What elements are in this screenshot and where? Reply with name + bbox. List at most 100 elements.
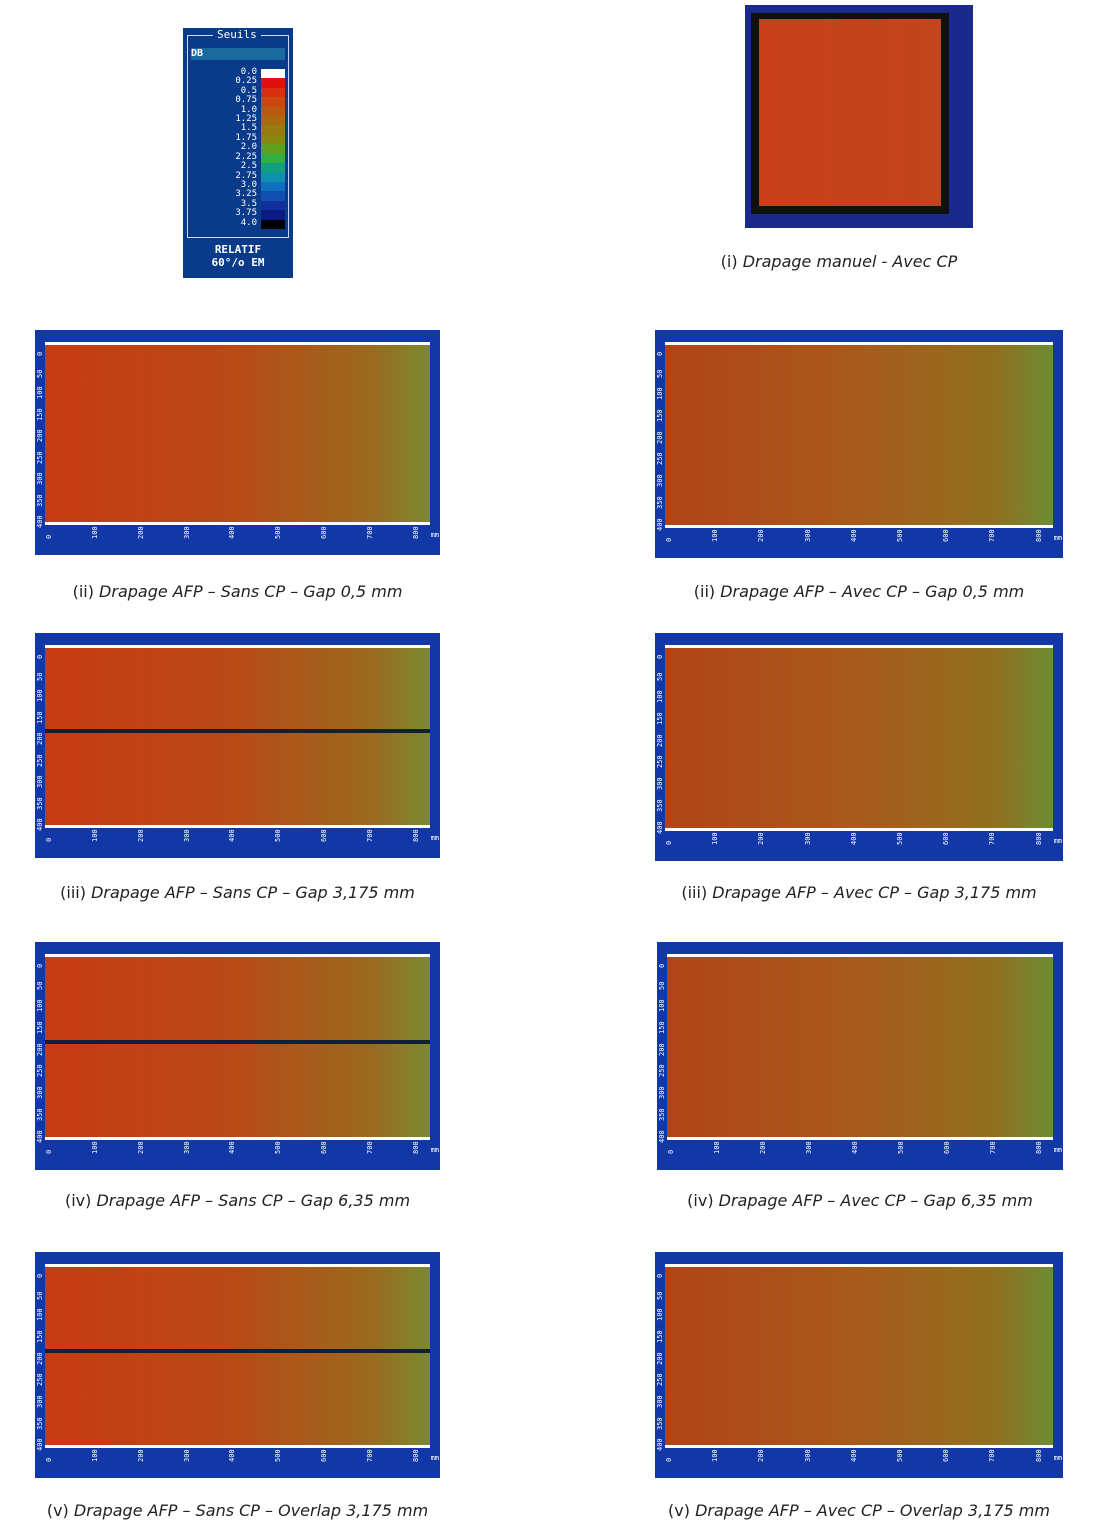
y-tick-label: 200 — [36, 1042, 44, 1056]
legend-value: 4.0 — [240, 217, 257, 228]
y-tick-label: 100 — [656, 387, 664, 400]
x-tick-label: 0 — [45, 837, 53, 842]
x-tick-label: 500 — [274, 1141, 283, 1154]
x-axis-unit: mm — [430, 531, 439, 539]
x-tick-label: 800 — [411, 1449, 420, 1462]
x-axis-unit: mm — [1053, 837, 1062, 845]
y-tick-label: 250 — [656, 452, 664, 466]
y-tick-label: 150 — [36, 407, 44, 421]
y-tick-label: 400 — [36, 1130, 44, 1144]
y-tick-label: 0 — [36, 963, 44, 968]
y-tick-label: 0 — [36, 1273, 44, 1278]
y-tick-label: 350 — [36, 1108, 44, 1122]
x-tick-label: 300 — [804, 1141, 813, 1154]
scan-image-area — [45, 1264, 430, 1448]
caption-text: Drapage manuel - Avec CP — [742, 252, 958, 271]
legend-value: 1.25 — [235, 114, 257, 125]
legend-value: 3.25 — [235, 189, 257, 200]
x-tick-label: 100 — [711, 832, 720, 845]
x-tick-label: 200 — [757, 832, 766, 845]
legend-value: 3.75 — [235, 208, 257, 219]
y-tick-label: 300 — [656, 474, 664, 488]
x-tick-label: 700 — [988, 832, 997, 845]
y-tick-label: 250 — [36, 1064, 44, 1078]
x-tick-label: 300 — [803, 1449, 812, 1462]
x-tick-label: 200 — [758, 1141, 767, 1154]
scan-image-area — [45, 342, 430, 525]
x-tick-label: 100 — [90, 829, 99, 842]
y-tick-label: 0 — [36, 351, 44, 356]
x-tick-label: 600 — [942, 529, 951, 542]
x-tick-label: 0 — [667, 1149, 675, 1154]
seam-line — [45, 729, 430, 734]
y-tick-label: 400 — [36, 1438, 44, 1452]
y-tick-label: 100 — [36, 1308, 44, 1322]
y-tick-label: 300 — [36, 472, 44, 486]
caption-text: Drapage AFP – Avec CP – Gap 3,175 mm — [712, 883, 1037, 902]
legend-swatch — [261, 97, 285, 107]
figure-caption: (iv) Drapage AFP – Sans CP – Gap 6,35 mm — [65, 1191, 410, 1210]
x-tick-label: 400 — [228, 1449, 237, 1462]
y-tick-label: 200 — [36, 1351, 44, 1365]
x-axis-unit: mm — [430, 834, 439, 842]
caption-text: Drapage AFP – Sans CP – Gap 6,35 mm — [96, 1191, 411, 1210]
legend-unit: DB — [191, 48, 285, 60]
y-tick-label: 0 — [658, 963, 666, 968]
x-tick-label: 700 — [988, 1449, 997, 1462]
x-axis-unit: mm — [1053, 1146, 1062, 1154]
x-tick-label: 700 — [988, 1141, 997, 1154]
x-tick-label: 300 — [182, 1141, 191, 1154]
y-tick-label: 100 — [36, 999, 44, 1012]
figure-caption: (v) Drapage AFP – Sans CP – Overlap 3,17… — [47, 1501, 428, 1520]
x-tick-label: 800 — [1034, 1449, 1043, 1462]
scan-image-area — [665, 1264, 1053, 1448]
scan-image-area — [667, 954, 1053, 1140]
figure-caption: (ii) Drapage AFP – Avec CP – Gap 0,5 mm — [694, 582, 1024, 601]
caption-label: (iv) — [64, 1191, 92, 1210]
y-tick-label: 200 — [656, 430, 664, 444]
scan-image-area — [45, 645, 430, 828]
x-axis-unit: mm — [1053, 534, 1062, 542]
legend-swatch — [261, 78, 285, 88]
figure-caption: (iv) Drapage AFP – Avec CP – Gap 6,35 mm — [687, 1191, 1033, 1210]
legend-value: 2.0 — [240, 142, 257, 153]
legend-swatch — [261, 153, 285, 164]
y-tick-label: 50 — [658, 981, 666, 990]
x-tick-label: 400 — [849, 832, 858, 845]
y-tick-label: 200 — [656, 733, 664, 747]
y-tick-label: 400 — [36, 515, 44, 529]
y-tick-label: 0 — [36, 654, 44, 659]
legend-swatch — [261, 181, 285, 192]
y-tick-label: 300 — [658, 1086, 666, 1100]
legend-value: 1.0 — [240, 104, 257, 115]
c-scan-image: 0 100 200 300 400 500 600 700 800 mm 0 50 100 150 200 2… — [655, 1252, 1063, 1478]
figure-caption: (v) Drapage AFP – Avec CP – Overlap 3,17… — [668, 1501, 1050, 1520]
y-tick-label: 200 — [658, 1042, 666, 1056]
c-scan-image: 0 100 200 300 400 500 600 700 800 mm 0 50 100 150 200 2… — [657, 942, 1063, 1170]
c-scan-image: 0 100 200 300 400 500 600 700 800 mm 0 50 100 150 200 2… — [655, 633, 1063, 861]
x-tick-label: 600 — [320, 1141, 328, 1154]
caption-label: (ii) — [693, 582, 716, 601]
x-tick-label: 600 — [942, 832, 951, 845]
x-tick-label: 600 — [320, 1449, 328, 1462]
legend-value: 3.0 — [240, 179, 257, 190]
legend-swatch — [261, 219, 285, 229]
y-tick-label: 300 — [36, 1086, 44, 1100]
c-scan-image: 0 100 200 300 400 500 600 700 800 mm 0 50 100 150 200 2… — [35, 633, 440, 858]
caption-label: (i) — [720, 252, 738, 271]
x-tick-label: 700 — [365, 1141, 374, 1154]
c-scan-image: 0 100 200 300 400 500 600 700 800 mm 0 50 100 150 200 2… — [35, 330, 440, 555]
c-scan-image: 0 100 200 300 400 500 600 700 800 mm 0 50 100 150 200 2… — [35, 942, 440, 1170]
scan-image-area — [45, 954, 430, 1140]
y-tick-label: 350 — [656, 799, 664, 813]
x-tick-label: 600 — [320, 526, 328, 539]
scan-image-area — [665, 342, 1053, 528]
legend-swatch — [261, 144, 285, 154]
y-tick-label: 150 — [36, 1020, 44, 1034]
x-tick-label: 500 — [274, 526, 283, 539]
x-tick-label: 100 — [711, 1449, 720, 1462]
x-tick-label: 700 — [365, 1449, 374, 1462]
x-tick-label: 800 — [411, 1141, 420, 1154]
x-tick-label: 300 — [803, 832, 812, 845]
